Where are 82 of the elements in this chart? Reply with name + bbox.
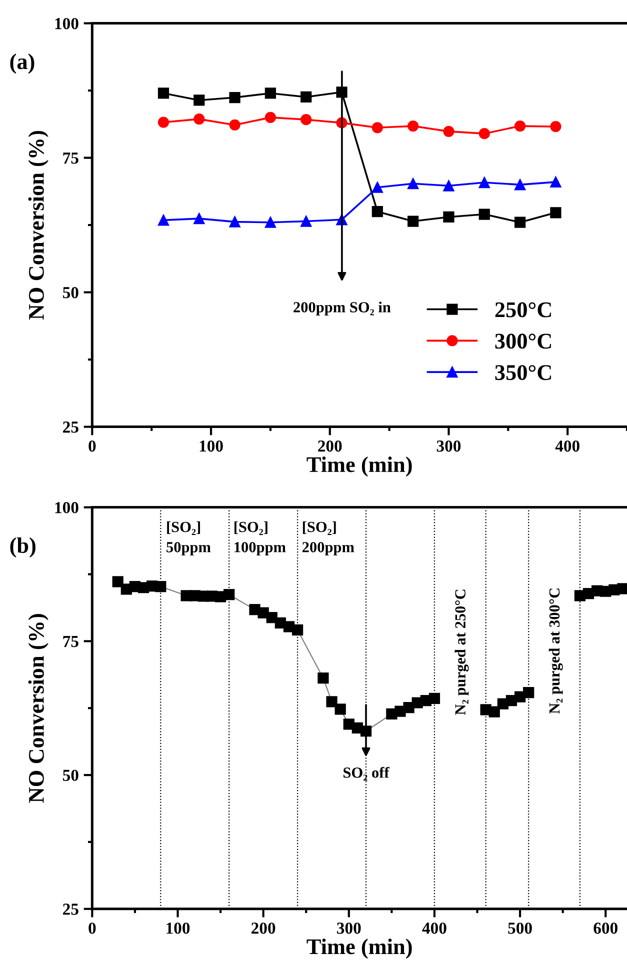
point	[372, 182, 383, 193]
point	[478, 208, 490, 220]
point	[224, 589, 235, 600]
annotation: [SO₂] 200ppm	[302, 521, 354, 556]
y-tick-label: 75	[63, 152, 78, 164]
point	[617, 583, 627, 594]
y-tick-label: 100	[55, 18, 78, 30]
x-tick-label: 500	[508, 922, 532, 934]
point	[514, 216, 526, 228]
x-tick-label: 100	[166, 922, 190, 934]
point	[229, 216, 240, 228]
legend-label: 300°C	[495, 334, 551, 349]
point	[112, 576, 124, 588]
x-axis-title: Time (min)	[306, 938, 412, 959]
point	[300, 114, 312, 126]
text: (a)	[10, 54, 34, 74]
point	[326, 696, 338, 708]
y-tick-label: 50	[62, 286, 78, 298]
point	[478, 128, 490, 140]
point	[194, 113, 205, 125]
y-tick-label: 50	[62, 770, 78, 781]
annotation: [SO₂] 50ppm	[166, 521, 211, 556]
x-tick-label: 400	[422, 922, 446, 934]
legend-label: 250°C	[495, 302, 551, 318]
point	[550, 121, 562, 132]
x-tick-label: 100	[200, 440, 223, 452]
point	[514, 179, 526, 190]
point	[428, 692, 440, 704]
point	[372, 206, 383, 218]
point	[403, 702, 414, 714]
x-tick-label: 200	[318, 440, 342, 452]
point	[334, 704, 346, 715]
y-tick-label: 100	[55, 502, 78, 514]
point	[264, 216, 276, 228]
point	[158, 116, 170, 128]
point	[292, 624, 304, 636]
y-tick-label: 75	[63, 636, 78, 648]
point	[194, 94, 205, 106]
point	[550, 176, 562, 188]
point	[443, 180, 454, 192]
point	[514, 120, 526, 132]
legend-label: 350°C	[495, 365, 551, 380]
point	[300, 216, 312, 227]
x-tick-label: 300	[337, 922, 361, 934]
point	[229, 92, 240, 104]
y-tick-label: 25	[63, 422, 78, 433]
point	[478, 176, 490, 188]
point	[158, 214, 170, 226]
point	[408, 216, 419, 227]
annotation: [SO₂] 100ppm	[234, 521, 286, 556]
point	[443, 211, 454, 223]
point	[318, 672, 329, 684]
y-axis-title: NO Conversion (%)	[28, 614, 48, 803]
annotation: 200ppm SO₂ in	[294, 302, 391, 316]
point	[300, 91, 312, 103]
annotation: N₂ purged at 250°C	[454, 590, 469, 715]
point	[550, 207, 562, 218]
point	[194, 213, 205, 224]
x-tick-label: 200	[252, 922, 276, 934]
text: (b)	[10, 537, 36, 558]
x-tick-label: 0	[88, 440, 96, 452]
y-axis-title: NO Conversion (%)	[28, 130, 48, 320]
x-tick-label: 400	[555, 440, 580, 452]
point	[155, 581, 166, 592]
point	[264, 88, 276, 99]
point	[229, 119, 240, 131]
point	[264, 112, 276, 123]
point	[523, 687, 534, 698]
annotation: SO₂ off	[344, 766, 390, 781]
x-tick-label: 300	[436, 440, 461, 452]
annotation: N₂ purged at 300°C	[548, 588, 563, 714]
point	[372, 122, 383, 134]
point	[488, 706, 500, 718]
point	[258, 607, 269, 618]
x-tick-label: 600	[594, 922, 618, 934]
x-tick-label: 0	[88, 922, 96, 934]
point	[443, 126, 454, 137]
point	[408, 178, 419, 190]
point	[408, 120, 419, 132]
point	[158, 88, 170, 99]
y-tick-label: 25	[63, 904, 78, 915]
x-axis-title: Time (min)	[306, 456, 412, 477]
